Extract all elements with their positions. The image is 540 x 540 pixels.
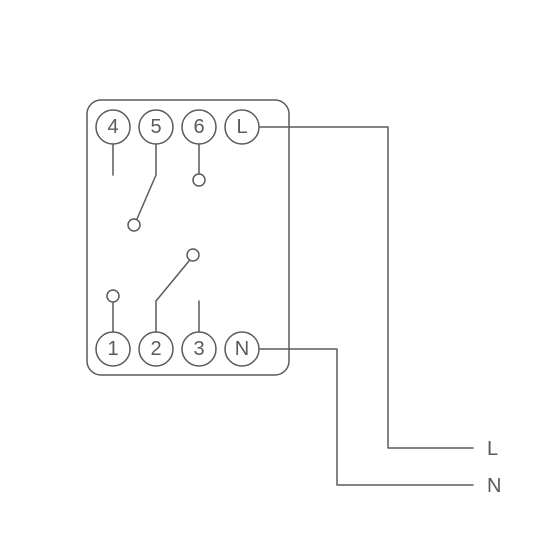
terminal-label-tL: L	[236, 116, 247, 138]
terminal-label-t2: 2	[150, 338, 161, 360]
ext-label-lab-N: N	[487, 475, 501, 497]
contact-n-2-end	[187, 249, 199, 261]
terminal-label-t3: 3	[193, 338, 204, 360]
ext-label-lab-L: L	[487, 438, 498, 460]
contact-n-1-end	[107, 290, 119, 302]
terminal-label-t4: 4	[107, 116, 118, 138]
contact-n-5-end	[128, 219, 140, 231]
terminal-label-tN: N	[235, 338, 249, 360]
canvas-bg	[0, 0, 540, 540]
terminal-label-t5: 5	[150, 116, 161, 138]
terminal-label-t6: 6	[193, 116, 204, 138]
wiring-diagram: 456L123NLN	[0, 0, 540, 540]
terminal-label-t1: 1	[107, 338, 118, 360]
contact-n-6-end	[193, 174, 205, 186]
